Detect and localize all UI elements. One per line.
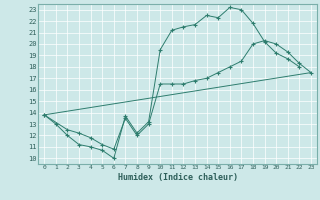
X-axis label: Humidex (Indice chaleur): Humidex (Indice chaleur) [118, 173, 238, 182]
